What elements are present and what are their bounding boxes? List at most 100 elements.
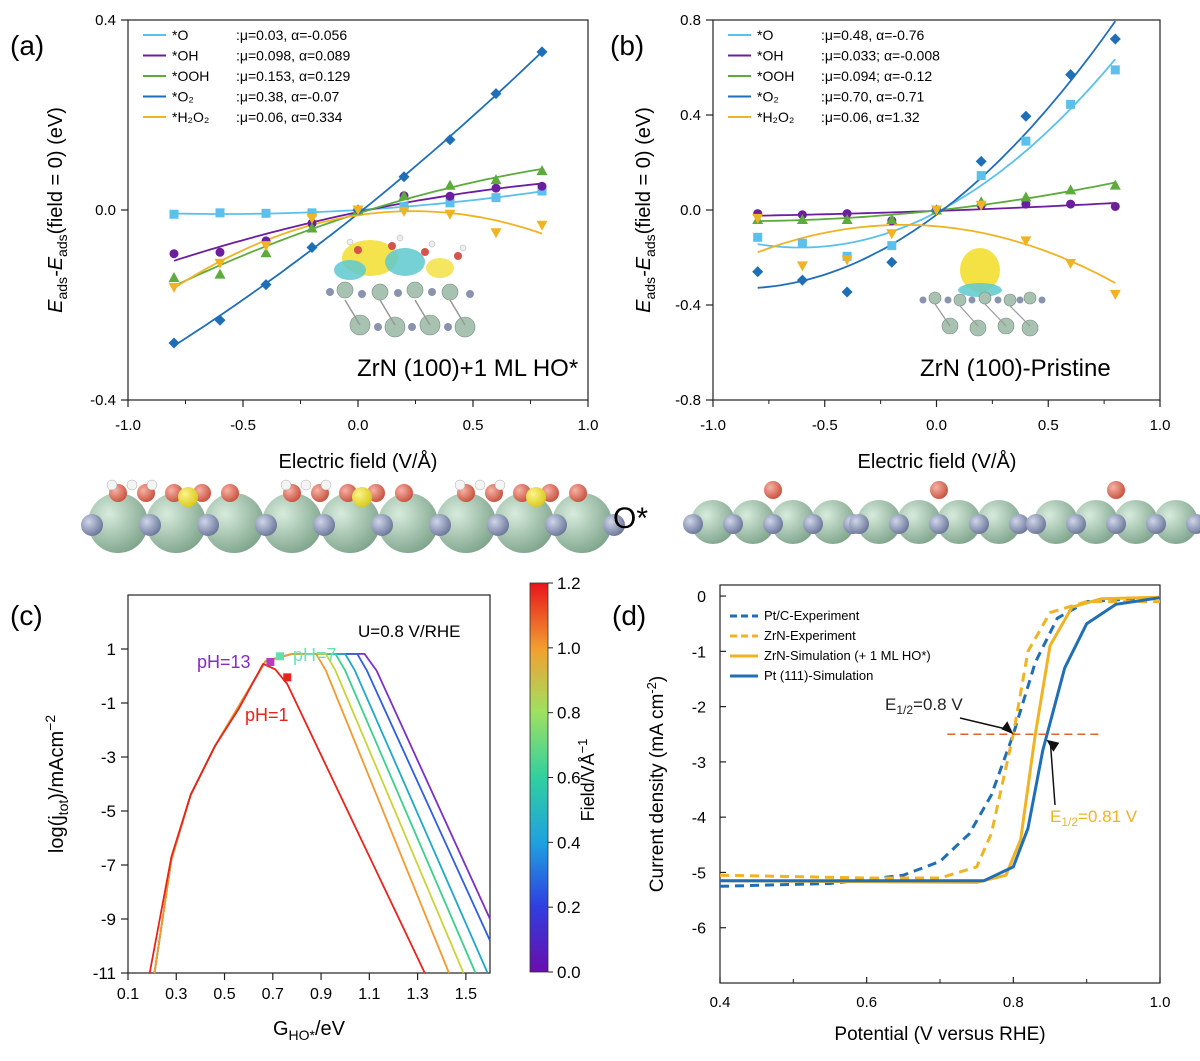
slab2-2-n-1 [1066, 514, 1086, 534]
panel-d-letter: (d) [612, 600, 646, 631]
panel-b-point-4-7 [1065, 258, 1077, 269]
panel-c-xtick-label-4: 0.9 [310, 986, 332, 1003]
panel-b-point-3-6 [1020, 110, 1032, 122]
slab2-1-n-0 [849, 514, 869, 534]
panel-b-xlabel: Electric field (V/Å) [858, 450, 1017, 473]
panel-c-ytick-label-3: -5 [101, 802, 116, 821]
panel-d-ytick-label-2: -2 [692, 700, 706, 717]
panel-b-point-0-0 [753, 232, 763, 242]
panel-a-point-2-1 [214, 268, 226, 279]
panel-b-legend-params-4: :μ=0.06, α=1.32 [821, 109, 920, 125]
panel-a-xtick-label-3: 0.5 [463, 417, 484, 434]
panel-d-xtick-label-2: 0.8 [1003, 994, 1024, 1011]
panel-c-lines [148, 653, 491, 974]
panel-a-ylabel-e1: E [45, 299, 67, 313]
panel-d-ann1-tail: =0.8 V [913, 695, 963, 714]
slab2-0-n-3 [803, 514, 823, 534]
slab2-0-n-1 [723, 514, 743, 534]
panel-b-legend-params-0: :μ=0.48, α=-0.76 [821, 27, 925, 43]
panel-d-ann1: E1/2=0.8 V [885, 695, 963, 717]
panel-b-point-1-8 [1110, 201, 1120, 211]
panel-c-line-5 [153, 653, 450, 974]
panel-c-xtick-label-0: 0.1 [117, 986, 139, 1003]
slab-2-h-0 [454, 479, 466, 491]
panel-b-point-2-3 [886, 214, 898, 224]
panel-a-inset-label: ZrN (100)+1 ML HO* [357, 355, 578, 382]
panel-b-ylabel: Eads-Eads(field = 0) (eV) [633, 107, 658, 313]
slab-2-h-1 [474, 479, 486, 491]
panel-b-legend-name-3: *O₂ [757, 89, 779, 105]
panel-a-ylabel-sub1: ads [54, 277, 70, 300]
panel-a-point-2-7 [490, 174, 502, 185]
slab2-2-n-0 [1026, 514, 1046, 534]
panel-d-ann2-e: E [1050, 807, 1061, 826]
panel-a-point-4-2 [260, 241, 272, 252]
panel-c-colorbar-tick-label-2: 0.4 [557, 833, 581, 852]
panel-b-point-3-7 [1065, 69, 1077, 81]
panel-b-ylabel-e1: E [633, 299, 655, 313]
panel-a-point-3-5 [398, 171, 410, 183]
panel-d-chart: 0.4 0.6 0.8 1.0 0 -1 -2 -3 -4 -5 -6 Pt/C-Experimen… [692, 584, 1171, 1011]
panel-d-ylabel-sup: -2 [644, 682, 659, 694]
panel-a-point-4-1 [214, 258, 226, 269]
panel-c-xlabel-g: G [273, 1018, 289, 1040]
panel-c-line-3 [153, 653, 477, 974]
panel-a-legend-name-1: *OH [172, 48, 198, 64]
panel-d-xtick-label-3: 1.0 [1150, 994, 1171, 1011]
panel-c-marker-0 [266, 657, 275, 666]
panel-b-ytick-label-1: -0.4 [675, 297, 701, 314]
slab2-0-n-0 [683, 514, 703, 534]
panel-c-colorbar [529, 582, 549, 973]
panel-c-colorbar-label: Field/VÅ−1 [575, 739, 598, 822]
panel-a-legend-params-2: :μ=0.153, α=0.129 [236, 68, 350, 84]
panel-a-ytick-label-0: -0.4 [90, 392, 116, 409]
panel-a-point-3-0 [168, 337, 180, 349]
panel-c-ylabel: log(jtot)/mAcm−2 [42, 715, 71, 853]
panel-a-point-3-3 [306, 242, 318, 254]
slab-2-s [526, 487, 546, 507]
panel-c-marker-2 [283, 673, 292, 682]
panel-b-point-4-4 [931, 205, 942, 216]
panel-c-frame [127, 594, 491, 974]
panel-c-ph13-label: pH=13 [197, 652, 251, 672]
panel-d-ytick-label-6: -6 [692, 921, 706, 938]
panel-d-arrow-2 [1049, 741, 1056, 806]
panel-c-xlabel-sub: HO* [289, 1027, 316, 1043]
panel-a-point-3-1 [214, 314, 226, 326]
panel-b-point-3-0 [752, 266, 764, 278]
panel-c-xtick-label-5: 1.1 [358, 986, 380, 1003]
panel-b-ylabel-tail: (field = 0) (eV) [633, 107, 655, 234]
slab-0-n-2 [197, 514, 219, 536]
panel-b-legend-name-0: *O [757, 27, 773, 43]
panel-b-letter: (b) [610, 30, 644, 61]
panel-a-point-2-5 [398, 190, 410, 201]
panel-c-ytick-label-5: -1 [101, 694, 116, 713]
panel-a-point-4-4 [352, 205, 364, 216]
panel-c-ytick-label-4: -3 [101, 748, 116, 767]
slab2-1-n-3 [969, 514, 989, 534]
panel-b-point-1-2 [842, 209, 852, 219]
panel-a-point-0-2 [261, 208, 271, 218]
panel-d-ytick-label-1: -1 [692, 644, 706, 661]
panel-d-ann1-e: E [885, 695, 896, 714]
slab-0-n-1 [139, 514, 161, 536]
panel-a-legend-name-3: *O₂ [172, 89, 194, 105]
slab2-1-n-4 [1009, 514, 1029, 534]
slab2-1-zr-0 [857, 500, 901, 544]
panel-d-ann1-sub: 1/2 [896, 703, 913, 717]
panel-b-point-2-1 [796, 214, 808, 224]
panel-b-ylabel-sub1: ads [642, 277, 658, 300]
panel-a-point-1-8 [537, 181, 547, 191]
panel-b-point-0-3 [887, 241, 897, 251]
panel-b-point-1-6 [1021, 199, 1031, 209]
panel-a-legend-params-1: :μ=0.098, α=0.089 [236, 48, 350, 64]
panel-a-point-0-0 [169, 209, 179, 219]
panel-c-ylabel-tail: )/mAcm [46, 731, 68, 800]
slab-2-h-2 [494, 479, 506, 491]
panel-d-frame [719, 584, 1161, 984]
panel-c-markers [266, 652, 292, 682]
panel-d-line-3 [720, 596, 1161, 883]
slab-0-n-0 [81, 514, 103, 536]
panel-b-chart: -1.0 -0.5 0.0 0.5 1.0 -0.8 -0.4 0.0 0.4 0.8 *O:μ=… [675, 12, 1170, 434]
panel-a-point-4-0 [168, 282, 180, 293]
